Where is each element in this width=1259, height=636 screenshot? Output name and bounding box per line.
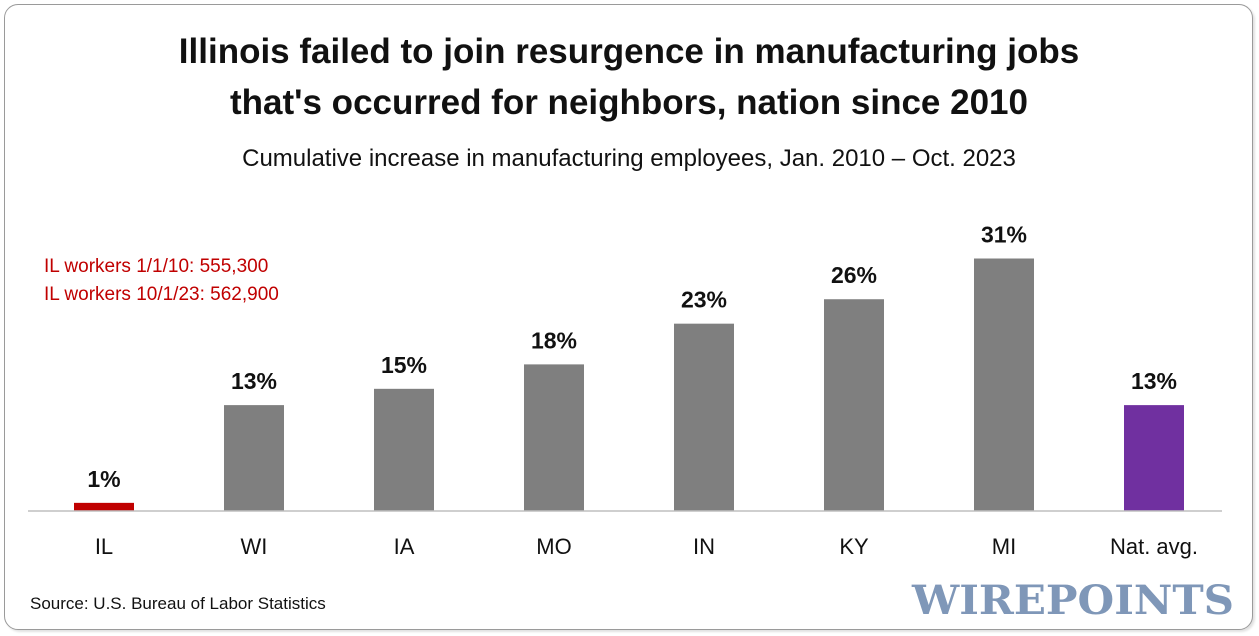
x-tick-label-wi: WI	[241, 534, 268, 559]
chart-title-line-1: Illinois failed to join resurgence in ma…	[179, 32, 1079, 71]
chart-subtitle: Cumulative increase in manufacturing emp…	[242, 145, 1016, 172]
x-tick-label-nat-avg: Nat. avg.	[1110, 534, 1198, 559]
annotation-il-workers-2010: IL workers 1/1/10: 555,300	[44, 256, 268, 277]
chart-title-line-2: that's occurred for neighbors, nation si…	[230, 83, 1028, 122]
data-label-ia: 15%	[381, 352, 427, 378]
bar-wi	[224, 405, 284, 511]
x-tick-label-mo: MO	[536, 534, 571, 559]
data-label-nat-avg: 13%	[1131, 368, 1177, 394]
data-label-in: 23%	[681, 287, 727, 313]
bar-il	[74, 502, 134, 511]
bar-in	[674, 323, 734, 511]
x-tick-label-ia: IA	[394, 534, 415, 559]
x-tick-label-mi: MI	[992, 534, 1016, 559]
source-note: Source: U.S. Bureau of Labor Statistics	[30, 594, 326, 613]
data-label-wi: 13%	[231, 368, 277, 394]
data-label-il: 1%	[87, 466, 120, 492]
data-label-mo: 18%	[531, 327, 577, 353]
bar-nat-avg	[1124, 405, 1184, 511]
annotation-il-workers-2023: IL workers 10/1/23: 562,900	[44, 284, 279, 305]
data-label-ky: 26%	[831, 262, 877, 288]
bar-ky	[824, 299, 884, 511]
data-label-mi: 31%	[981, 222, 1027, 248]
chart-card	[4, 4, 1253, 630]
bar-ia	[374, 388, 434, 511]
bar-series: 1% IL 13% WI 15% IA 18% MO 23% IN 26% KY 31% MI 13% Nat…	[74, 222, 1198, 559]
bar-mo	[524, 364, 584, 511]
x-tick-label-ky: KY	[839, 534, 869, 559]
x-tick-label-il: IL	[95, 534, 113, 559]
x-tick-label-in: IN	[693, 534, 715, 559]
wirepoints-logo: WIREPOINTS	[911, 577, 1234, 624]
bar-mi	[974, 258, 1034, 511]
